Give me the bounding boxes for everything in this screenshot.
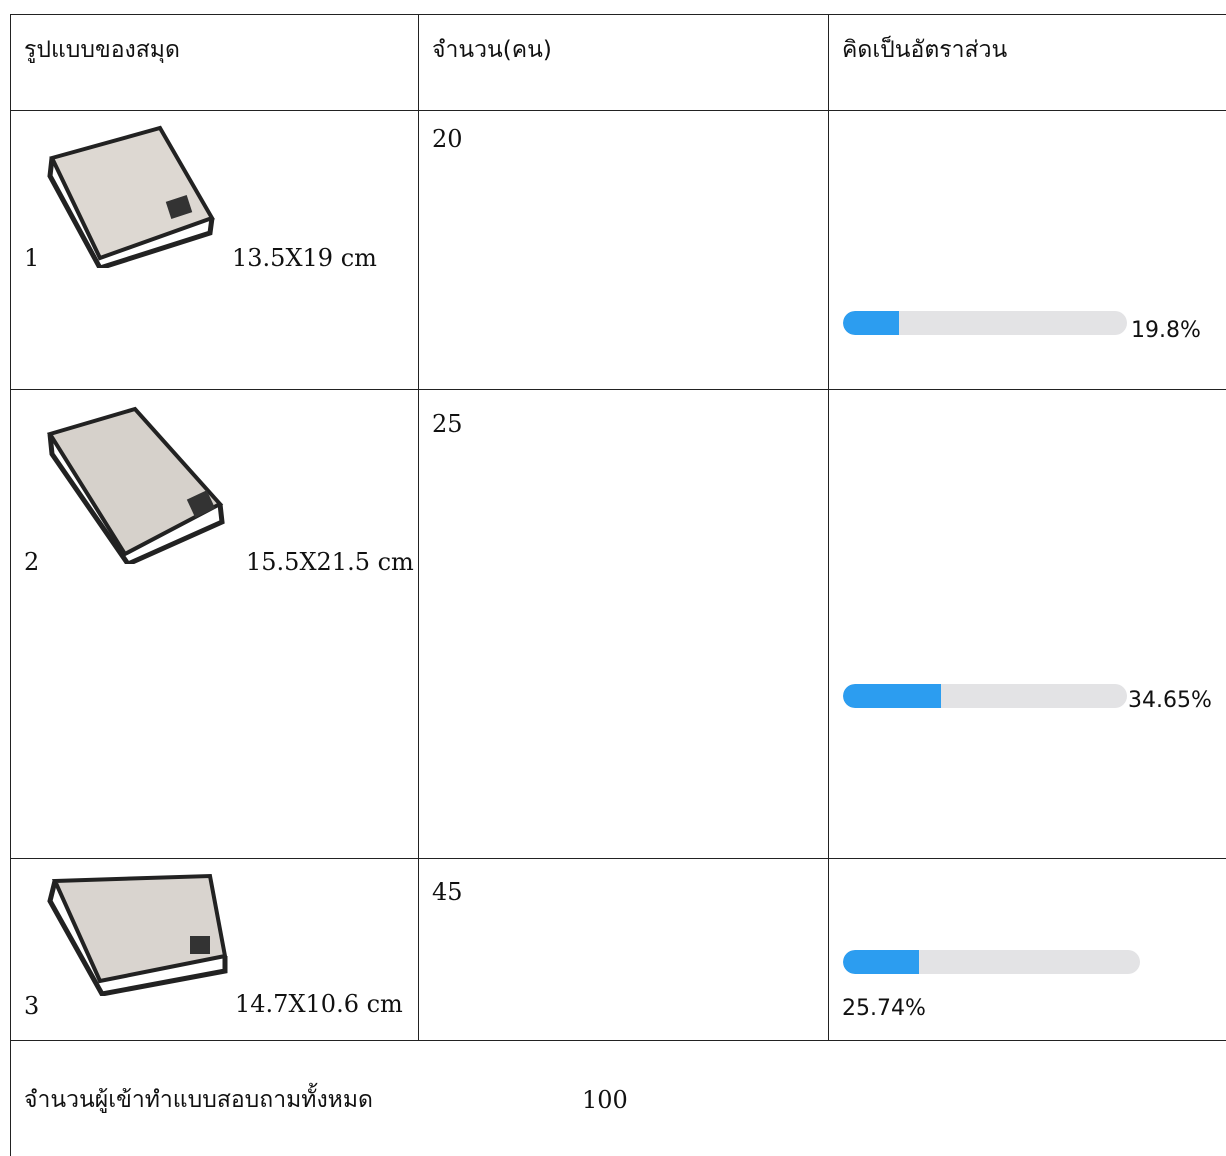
cell bbox=[418, 110, 829, 390]
notebook-size: 13.5X19 cm bbox=[232, 244, 377, 272]
cell bbox=[418, 858, 829, 1041]
footer-total: 100 bbox=[582, 1086, 628, 1114]
progress-bar bbox=[843, 684, 942, 708]
cell bbox=[828, 389, 1226, 859]
percent-label: 25.74% bbox=[842, 996, 926, 1021]
count: 25 bbox=[432, 410, 463, 438]
progress-bar bbox=[843, 311, 900, 335]
count: 45 bbox=[432, 878, 463, 906]
percent-label: 34.65% bbox=[1128, 688, 1212, 713]
cell bbox=[828, 110, 1226, 390]
book-icon bbox=[47, 873, 228, 996]
row-index: 1 bbox=[24, 244, 40, 272]
footer-label: จำนวนผู้เข้าทำแบบสอบถามทั้งหมด bbox=[24, 1087, 373, 1113]
progress-track bbox=[843, 950, 1140, 974]
row-index: 2 bbox=[24, 548, 40, 576]
row-index: 3 bbox=[24, 992, 40, 1020]
footer-cell bbox=[10, 1040, 1226, 1156]
header: รูปแบบของสมุด bbox=[24, 37, 180, 63]
book-icon bbox=[47, 125, 215, 268]
book-icon bbox=[46, 406, 225, 564]
cell bbox=[418, 389, 829, 859]
notebook-size: 14.7X10.6 cm bbox=[235, 990, 403, 1018]
progress-track bbox=[843, 311, 1127, 335]
progress-bar bbox=[843, 950, 920, 974]
count: 20 bbox=[432, 125, 463, 153]
progress-track bbox=[843, 684, 1127, 708]
header: คิดเป็นอัตราส่วน bbox=[842, 37, 1008, 63]
header: จำนวน(คน) bbox=[432, 37, 552, 63]
notebook-size: 15.5X21.5 cm bbox=[246, 548, 414, 576]
percent-label: 19.8% bbox=[1131, 318, 1201, 343]
